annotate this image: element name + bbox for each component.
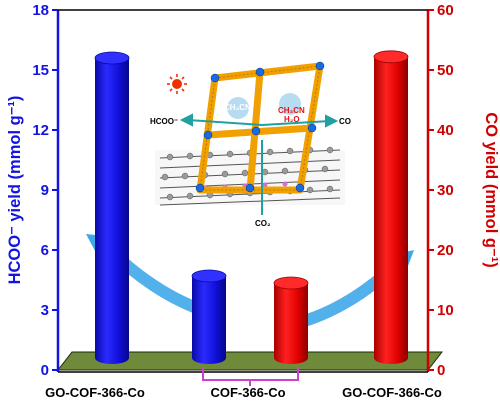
left-axis-tick-label: 12: [32, 122, 49, 139]
left-axis-tick-label: 6: [41, 242, 49, 259]
right-axis-tick-label: 0: [437, 362, 445, 379]
h2o-label: H₂O: [284, 115, 300, 124]
bars-group: [94, 50, 409, 364]
category-label-right: GO-COF-366-Co: [342, 385, 442, 400]
ch3cn-right-label: CH₃CN: [278, 106, 305, 115]
left-axis-tick-label: 9: [41, 182, 49, 199]
left-axis-tick-label: 18: [32, 2, 49, 19]
bar-hcoo-0: [94, 51, 130, 364]
bar-co-2: [273, 276, 309, 364]
cof-framework: [195, 61, 325, 194]
inset-illustration: HCOO⁻ CO CO₂ CH₃CN CH₃CN H₂O: [150, 61, 351, 228]
right-axis-tick-label: 40: [437, 122, 454, 139]
right-axis-tick-label: 50: [437, 62, 454, 79]
left-axis-tick-label: 0: [41, 362, 49, 379]
co2-label: CO₂: [255, 219, 271, 228]
hcoo-label: HCOO⁻: [150, 117, 178, 126]
sun-icon: [167, 74, 187, 94]
left-axis-ticks: 0 3 6 9 12 15 18: [32, 2, 58, 379]
bar-co-3: [373, 50, 409, 364]
category-label-left: GO-COF-366-Co: [45, 385, 145, 400]
left-axis-tick-label: 15: [32, 62, 49, 79]
right-axis-tick-label: 10: [437, 302, 454, 319]
right-axis-ticks: 0 10 20 30 40 50 60: [428, 2, 454, 379]
category-label-middle: COF-366-Co: [210, 385, 285, 400]
bar-hcoo-1: [191, 269, 227, 364]
co-label: CO: [339, 117, 351, 126]
left-axis-tick-label: 3: [41, 302, 49, 319]
chart-floor: [56, 351, 444, 371]
left-axis-title: HCOO⁻ yield (mmol g⁻¹): [6, 96, 24, 285]
inset-arrows: [179, 113, 339, 215]
right-axis-tick-label: 60: [437, 2, 454, 19]
right-axis-tick-label: 20: [437, 242, 454, 259]
right-axis-title: CO yield (mmol g⁻¹): [482, 112, 500, 267]
right-axis-tick-label: 30: [437, 182, 454, 199]
ch3cn-left-label: CH₃CN: [224, 103, 251, 112]
